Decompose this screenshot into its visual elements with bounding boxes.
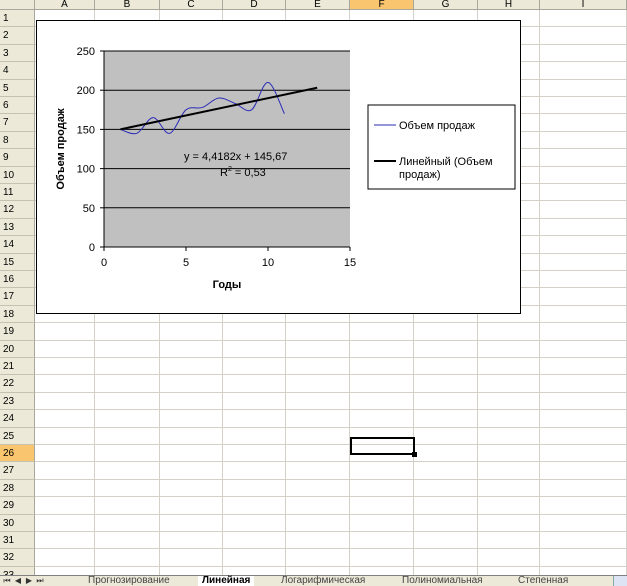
row-gridline (35, 479, 627, 480)
row-header[interactable]: 4 (0, 62, 35, 80)
row-gridline (35, 514, 627, 515)
row-header[interactable]: 18 (0, 306, 35, 323)
row-header[interactable]: 13 (0, 219, 35, 236)
row-gridline (35, 566, 627, 567)
y-tick-label: 100 (77, 164, 95, 176)
row-header[interactable]: 32 (0, 549, 35, 567)
row-header[interactable]: 27 (0, 462, 35, 480)
tab-polinomialnaya[interactable]: Полиномиальная (402, 575, 483, 586)
row-header[interactable]: 30 (0, 515, 35, 532)
tab-logarifmicheskaya[interactable]: Логарифмическая (281, 575, 366, 586)
row-header[interactable]: 33 (0, 567, 35, 575)
row-gridline (35, 496, 627, 497)
legend-label-trend-line1: Линейный (Объем (399, 156, 493, 168)
row-gridline (35, 340, 627, 341)
tab-lineynaya[interactable]: Линейная (198, 576, 255, 586)
horizontal-scrollbar[interactable] (613, 576, 627, 586)
row-gridline (35, 409, 627, 410)
column-header[interactable]: H (478, 0, 540, 10)
row-header[interactable]: 8 (0, 132, 35, 149)
row-header[interactable]: 24 (0, 410, 35, 428)
x-tick-label: 10 (262, 257, 274, 269)
sheet-tab-bar: ⏮ ◀ ▶ ⏭ Прогнозирование Линейная Логариф… (0, 575, 627, 586)
y-tick-label: 250 (77, 46, 95, 58)
row-gridline (35, 357, 627, 358)
row-gridline (35, 427, 627, 428)
column-gridline (539, 10, 540, 575)
y-axis-ticks: 0 50 100 150 200 250 (77, 46, 105, 254)
fill-handle[interactable] (412, 452, 417, 457)
row-header[interactable]: 11 (0, 184, 35, 201)
row-header[interactable]: 26 (0, 445, 35, 462)
y-tick-label: 0 (89, 242, 95, 254)
column-header[interactable]: E (286, 0, 350, 10)
row-header[interactable]: 17 (0, 288, 35, 306)
column-header[interactable]: G (414, 0, 478, 10)
x-axis-title: Годы (213, 279, 242, 291)
row-header[interactable]: 15 (0, 254, 35, 271)
trendline-equation: y = 4,4182x + 145,67 (184, 151, 287, 163)
series-line-sales (120, 81, 285, 135)
legend-label-trend-line2: продаж) (399, 169, 441, 181)
row-header[interactable]: 2 (0, 27, 35, 45)
trendline-linear (120, 86, 318, 131)
y-tick-label: 150 (77, 124, 95, 136)
tab-prognozirovanie[interactable]: Прогнозирование (88, 575, 170, 586)
r-squared-label: R2 = 0,53 (220, 166, 266, 179)
plot-area (104, 51, 350, 247)
column-header[interactable]: F (350, 0, 414, 10)
y-tick-label: 200 (77, 85, 95, 97)
chart-object[interactable]: 0 50 100 150 200 250 0 5 10 15 y = 4,4182x + 145… (36, 20, 521, 314)
x-tick-label: 5 (183, 257, 189, 269)
column-header[interactable]: C (160, 0, 223, 10)
select-all-corner[interactable] (0, 0, 35, 10)
x-tick-label: 15 (344, 257, 356, 269)
row-header[interactable]: 5 (0, 80, 35, 97)
row-header[interactable]: 12 (0, 201, 35, 219)
row-header[interactable]: 10 (0, 167, 35, 184)
y-axis-title: Объем продаж (55, 108, 67, 189)
column-header[interactable]: D (223, 0, 286, 10)
column-header[interactable]: I (540, 0, 627, 10)
row-header[interactable]: 6 (0, 97, 35, 114)
prev-sheet-button[interactable]: ◀ (14, 576, 22, 585)
row-header[interactable]: 21 (0, 358, 35, 375)
row-header[interactable]: 14 (0, 236, 35, 254)
row-gridline (35, 374, 627, 375)
row-gridline (35, 392, 627, 393)
line-chart: 0 50 100 150 200 250 0 5 10 15 y = 4,4182x + 145… (55, 46, 516, 291)
row-header[interactable]: 28 (0, 480, 35, 497)
row-header[interactable]: 23 (0, 393, 35, 410)
tab-stepennaya[interactable]: Степенная (518, 575, 569, 586)
row-header[interactable]: 7 (0, 114, 35, 132)
row-gridline (35, 461, 627, 462)
row-gridline (35, 548, 627, 549)
x-tick-label: 0 (101, 257, 107, 269)
row-header[interactable]: 1 (0, 10, 35, 27)
last-sheet-button[interactable]: ⏭ (36, 576, 44, 585)
legend-box (367, 104, 516, 190)
first-sheet-button[interactable]: ⏮ (3, 576, 11, 585)
row-header[interactable]: 25 (0, 428, 35, 445)
row-header[interactable]: 20 (0, 341, 35, 358)
legend-label-sales: Объем продаж (399, 120, 476, 132)
row-header[interactable]: 9 (0, 149, 35, 167)
row-gridline (35, 444, 627, 445)
row-gridline (35, 322, 627, 323)
x-axis-ticks: 0 5 10 15 (101, 246, 356, 269)
row-header[interactable]: 3 (0, 45, 35, 62)
row-header[interactable]: 22 (0, 375, 35, 393)
row-header[interactable]: 29 (0, 497, 35, 515)
column-header[interactable]: B (95, 0, 160, 10)
row-header[interactable]: 19 (0, 323, 35, 341)
next-sheet-button[interactable]: ▶ (25, 576, 33, 585)
column-header[interactable]: A (35, 0, 95, 10)
row-header[interactable]: 16 (0, 271, 35, 288)
row-gridline (35, 531, 627, 532)
row-header[interactable]: 31 (0, 532, 35, 549)
y-tick-label: 50 (83, 203, 95, 215)
active-cell-F26[interactable] (350, 437, 415, 455)
